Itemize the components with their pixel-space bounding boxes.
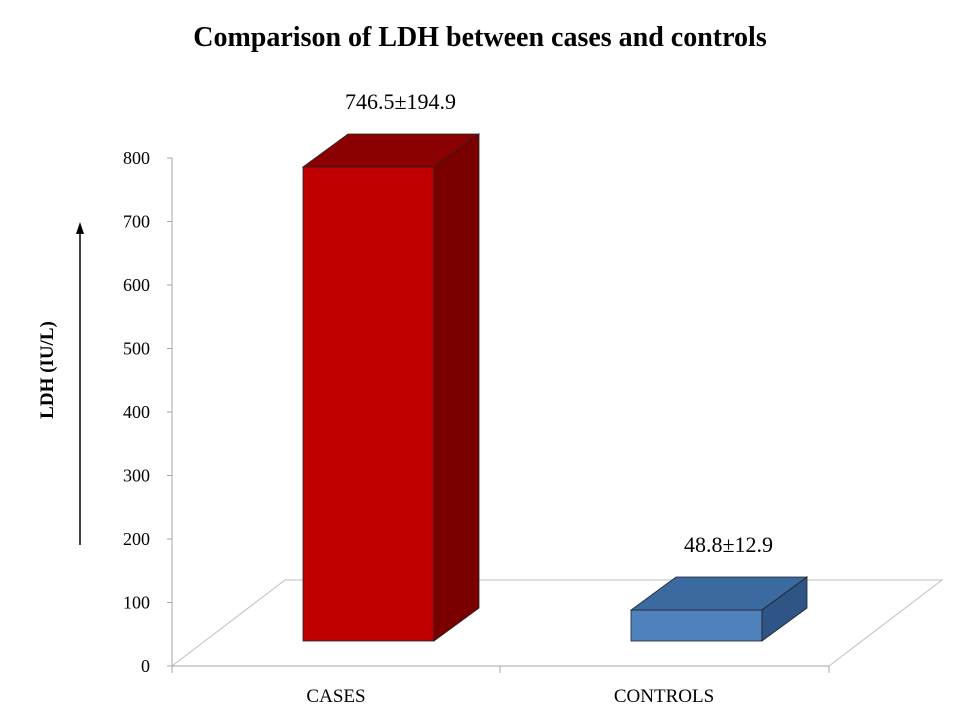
x-tick-label: CASES bbox=[306, 686, 365, 707]
bar-front bbox=[630, 609, 763, 642]
y-tick-label: 100 bbox=[123, 593, 150, 613]
y-tick-label: 200 bbox=[123, 529, 150, 549]
bar-side bbox=[761, 576, 808, 642]
bar-side bbox=[433, 133, 480, 642]
y-tick-label: 400 bbox=[123, 402, 150, 422]
data-label: 746.5±194.9 bbox=[345, 89, 456, 114]
chart-title: Comparison of LDH between cases and cont… bbox=[193, 22, 767, 53]
y-axis-arrow-head bbox=[76, 222, 84, 234]
x-tick-label: CONTROLS bbox=[614, 686, 714, 707]
y-tick-label: 800 bbox=[123, 148, 150, 168]
y-tick-label: 600 bbox=[123, 275, 150, 295]
y-tick-label: 500 bbox=[123, 339, 150, 359]
y-tick-label: 0 bbox=[141, 656, 150, 676]
bar-front bbox=[302, 166, 435, 642]
y-tick-label: 700 bbox=[123, 212, 150, 232]
y-tick-label: 300 bbox=[123, 466, 150, 486]
chart-floor bbox=[170, 579, 944, 667]
data-label: 48.8±12.9 bbox=[684, 532, 773, 557]
